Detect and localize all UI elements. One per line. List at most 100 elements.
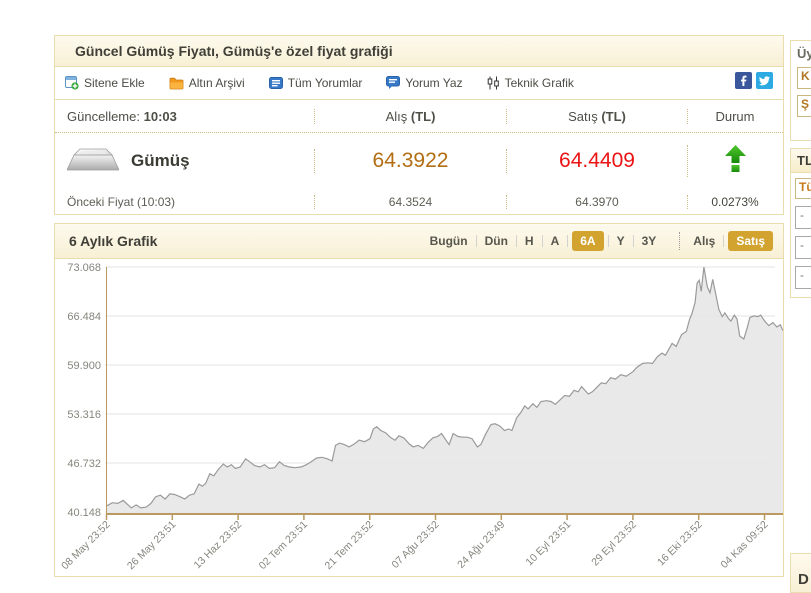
chart-title: 6 Aylık Grafik <box>69 233 158 249</box>
range-tab-a[interactable]: A <box>550 234 560 248</box>
y-axis-label: 59.900 <box>67 360 101 372</box>
tab-separator <box>607 235 609 247</box>
login-box-title: Üy <box>797 46 811 61</box>
silver-info-panel: Güncel Gümüş Fiyatı, Gümüş'e özel fiyat … <box>54 35 784 215</box>
column-header-status: Durum <box>687 108 782 124</box>
x-axis-label: 08 May 23:52 <box>59 519 113 573</box>
password-field[interactable]: Ş <box>797 95 811 117</box>
sidebar-login-box: Üy K Ş <box>790 40 811 141</box>
column-header-sell: Satış (TL) <box>506 108 687 124</box>
sidebar-bottom-box: D <box>790 553 811 593</box>
y-axis-label: 40.148 <box>67 507 101 519</box>
twitter-icon[interactable] <box>756 72 773 94</box>
tab-separator <box>475 235 477 247</box>
write-comment-icon <box>386 76 401 90</box>
series-line <box>106 266 783 509</box>
main-column: Güncel Gümüş Fiyatı, Gümüş'e özel fiyat … <box>54 35 784 577</box>
add-to-site-button[interactable]: Sitene Ekle <box>65 76 145 90</box>
tab-separator <box>567 235 569 247</box>
add-to-site-label: Sitene Ekle <box>84 76 145 90</box>
silver-ingot-icon <box>66 145 120 178</box>
page-title: Güncel Gümüş Fiyatı, Gümüş'e özel fiyat … <box>55 36 783 67</box>
buy-header-unit: (TL) <box>410 108 436 124</box>
x-axis-label: 02 Tem 23:51 <box>257 519 310 572</box>
write-comment-label: Yorum Yaz <box>405 76 463 90</box>
x-axis-label: 29 Eyl 23:52 <box>589 519 639 569</box>
range-tabs: Bugün Dün H A 6A Y 3Y <box>426 231 661 251</box>
y-axis-label: 66.484 <box>67 311 101 323</box>
facebook-icon[interactable] <box>735 72 752 94</box>
y-axis-label: 46.732 <box>67 458 101 470</box>
add-to-site-icon <box>65 76 79 90</box>
x-axis-label: 04 Kas 09:52 <box>718 519 770 571</box>
all-comments-button[interactable]: Tüm Yorumlar <box>268 76 362 90</box>
previous-label: Önceki Fiyat (10:03) <box>67 194 176 209</box>
gold-archive-label: Altın Arşivi <box>188 76 245 90</box>
tab-separator <box>632 235 634 247</box>
tab-separator <box>723 235 725 247</box>
price-table: Güncelleme: 10:03 Alış (TL) Satış (TL) D… <box>55 99 783 214</box>
sidebar-list-box: TL Tü - - - <box>790 148 811 298</box>
previous-buy: 64.3524 <box>314 194 506 209</box>
range-tab-6a[interactable]: 6A <box>572 231 604 251</box>
update-time: 10:03 <box>143 108 177 124</box>
change-percent: 0.0273% <box>687 194 782 209</box>
x-axis-label: 10 Eyl 23:51 <box>523 519 573 569</box>
username-field[interactable]: K <box>797 67 811 89</box>
series-area <box>107 267 783 514</box>
comments-icon <box>268 76 283 90</box>
column-header-buy: Alış (TL) <box>314 108 506 124</box>
instrument-cell: Gümüş <box>55 145 314 178</box>
list-item[interactable]: - <box>795 206 811 229</box>
x-axis-label: 21 Tem 23:52 <box>322 519 375 572</box>
social-links <box>735 72 773 94</box>
type-tab-alış[interactable]: Alış <box>693 234 716 248</box>
list-box-title: TL <box>791 149 811 173</box>
price-table-header: Güncelleme: 10:03 Alış (TL) Satış (TL) D… <box>55 100 783 133</box>
previous-sell: 64.3970 <box>506 194 687 209</box>
update-time-cell: Güncelleme: 10:03 <box>55 109 314 124</box>
y-axis-label: 73.068 <box>67 262 101 274</box>
buy-header-text: Alış <box>385 108 408 124</box>
range-tab-y[interactable]: Y <box>616 234 625 248</box>
sell-header-unit: (TL) <box>601 108 626 124</box>
tab-separator <box>515 235 517 247</box>
archive-folder-icon <box>169 77 184 90</box>
instrument-name: Gümüş <box>131 151 190 170</box>
range-tab-3y[interactable]: 3Y <box>641 234 657 248</box>
sell-price: 64.4409 <box>506 149 687 173</box>
list-item[interactable]: - <box>795 266 811 289</box>
toolbar: Sitene Ekle Altın Arşivi <box>55 67 783 99</box>
x-axis-label: 07 Ağu 23:52 <box>389 519 441 571</box>
candlestick-chart-icon <box>487 76 500 90</box>
arrow-up-icon <box>724 145 746 176</box>
chart-header: 6 Aylık Grafik Bugün Dün H A 6A Y 3Y Alış Satış <box>55 224 783 259</box>
chart-panel: 6 Aylık Grafik Bugün Dün H A 6A Y 3Y Alış Satış… <box>54 223 784 577</box>
y-axis-label: 53.316 <box>67 409 101 421</box>
status-cell <box>687 145 782 177</box>
technical-chart-label: Teknik Grafik <box>504 76 574 90</box>
silver-row: Gümüş 64.3922 64.4409 <box>55 133 783 189</box>
range-tab-dün[interactable]: Dün <box>484 234 508 248</box>
list-item[interactable]: - <box>795 236 811 259</box>
update-label: Güncelleme: <box>67 108 140 124</box>
previous-price-row: Önceki Fiyat (10:03) 64.3524 64.3970 0.0… <box>55 189 783 214</box>
range-tab-h[interactable]: H <box>524 234 534 248</box>
x-axis-label: 16 Eki 23:52 <box>655 519 705 569</box>
x-axis-label: 24 Ağu 23:49 <box>455 519 507 571</box>
buy-price: 64.3922 <box>314 149 506 173</box>
technical-chart-button[interactable]: Teknik Grafik <box>487 76 574 90</box>
tab-group-separator <box>679 232 681 250</box>
write-comment-button[interactable]: Yorum Yaz <box>386 76 463 90</box>
gold-archive-button[interactable]: Altın Arşivi <box>169 76 245 90</box>
type-tabs: Alış Satış <box>689 231 773 251</box>
bottom-box-title: D <box>798 571 809 588</box>
tab-separator <box>541 235 543 247</box>
list-box-link[interactable]: Tü <box>795 178 811 199</box>
x-axis-label: 26 May 23:51 <box>125 519 179 573</box>
sell-header-text: Satış <box>568 108 598 124</box>
type-tab-satış[interactable]: Satış <box>728 231 773 251</box>
range-tab-bugün[interactable]: Bugün <box>429 234 468 248</box>
x-axis-label: 13 Haz 23:52 <box>192 519 245 572</box>
